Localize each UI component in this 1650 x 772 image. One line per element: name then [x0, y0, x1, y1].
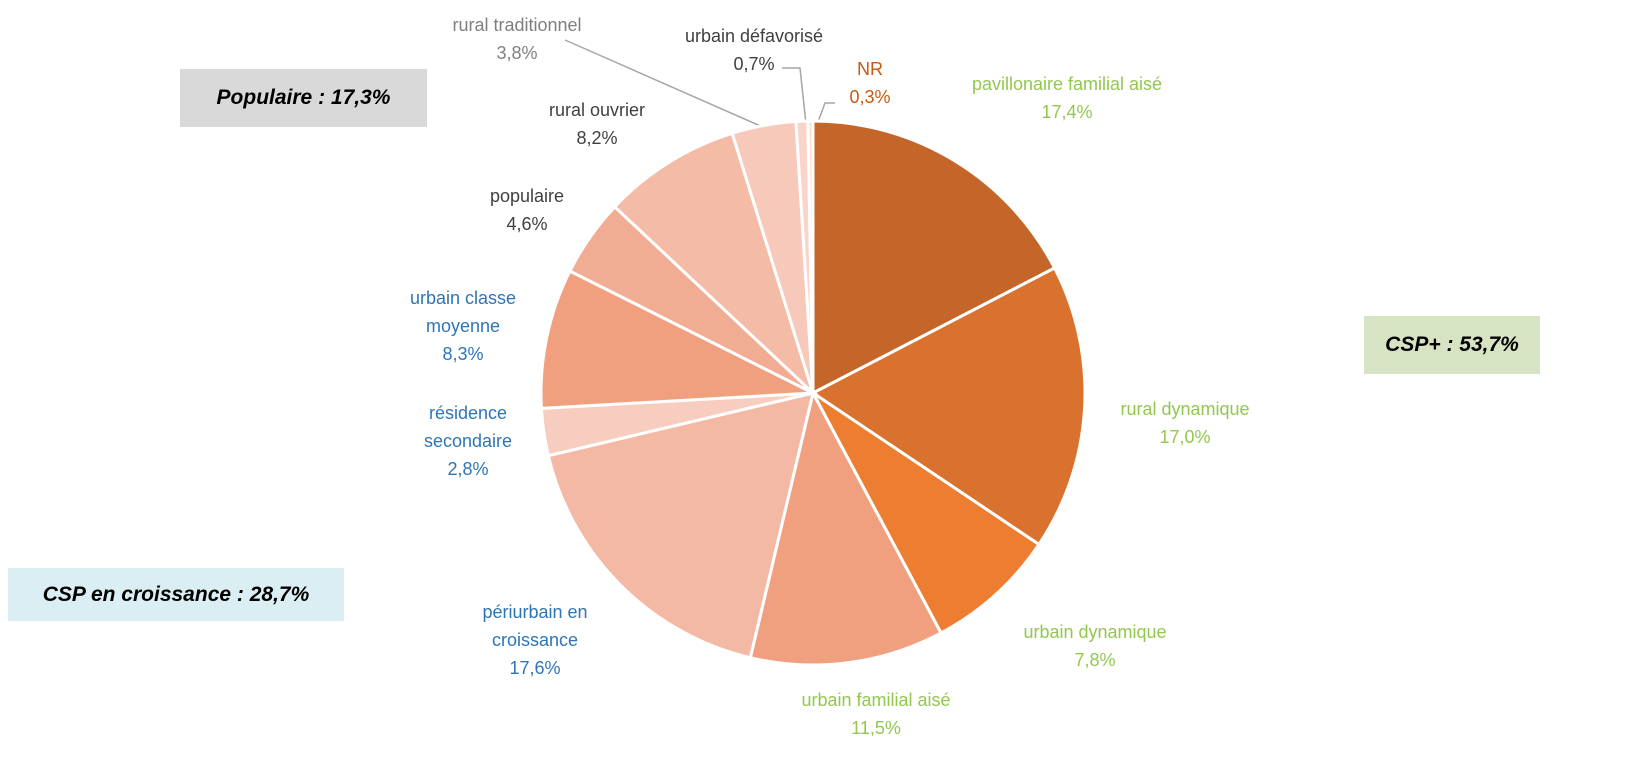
pie-slice [810, 265, 1087, 547]
category-label: rural traditionnel [452, 15, 582, 35]
pie-slice [811, 391, 1042, 636]
value-label: 11,5% [851, 718, 901, 738]
slice-label: populaire 4,6% [427, 182, 627, 238]
category-label: urbain classe moyenne [409, 288, 517, 336]
pie-slice [612, 131, 817, 398]
annotation-box: CSP en croissance : 28,7% [8, 568, 344, 621]
category-label: rural ouvrier [548, 100, 646, 120]
category-label: résidence secondaire [423, 403, 513, 451]
category-label: rural dynamique [1120, 399, 1250, 419]
pie-slice [546, 390, 816, 660]
category-label: NR [857, 59, 883, 79]
value-label: 0,3% [849, 87, 891, 107]
value-label: 0,7% [733, 54, 775, 74]
slice-label: urbain familial aisé 11,5% [751, 686, 1001, 742]
slice-label: NR 0,3% [840, 55, 900, 111]
pie-slice [811, 119, 1057, 396]
slice-label: rural dynamique 17,0% [1060, 395, 1310, 451]
annotation-box: CSP+ : 53,7% [1364, 316, 1540, 374]
value-label: 17,6% [509, 658, 561, 678]
leader-line [564, 39, 766, 129]
category-label: pavillonaire familial aisé [971, 74, 1163, 94]
value-label: 3,8% [496, 43, 538, 63]
category-label: urbain défavorisé [684, 26, 824, 46]
value-label: 17,4% [1041, 102, 1093, 122]
value-label: 4,6% [506, 214, 548, 234]
category-label: périurbain en croissance [482, 602, 588, 650]
value-label: 8,2% [576, 128, 618, 148]
category-label: urbain familial aisé [801, 690, 951, 710]
leader-line [782, 67, 807, 125]
pie-slice [806, 119, 815, 394]
value-label: 17,0% [1159, 427, 1211, 447]
slice-label: rural traditionnel 3,8% [407, 11, 627, 67]
category-label: urbain dynamique [1023, 622, 1167, 642]
value-label: 8,3% [442, 344, 484, 364]
slice-label: urbain classe moyenne 8,3% [398, 284, 528, 368]
slice-label: urbain dynamique 7,8% [970, 618, 1220, 674]
value-label: 2,8% [447, 459, 489, 479]
value-label: 7,8% [1074, 650, 1116, 670]
slice-label: rural ouvrier 8,2% [497, 96, 697, 152]
category-label: populaire [489, 186, 565, 206]
slice-label: résidence secondaire 2,8% [413, 399, 523, 483]
slice-label: périurbain en croissance 17,6% [465, 598, 605, 682]
pie-slice [539, 269, 819, 410]
leader-line [817, 102, 835, 123]
annotation-box: Populaire : 17,3% [180, 69, 427, 127]
slice-label: urbain défavorisé 0,7% [644, 22, 864, 78]
slice-label: pavillonaire familial aisé 17,4% [967, 70, 1167, 126]
